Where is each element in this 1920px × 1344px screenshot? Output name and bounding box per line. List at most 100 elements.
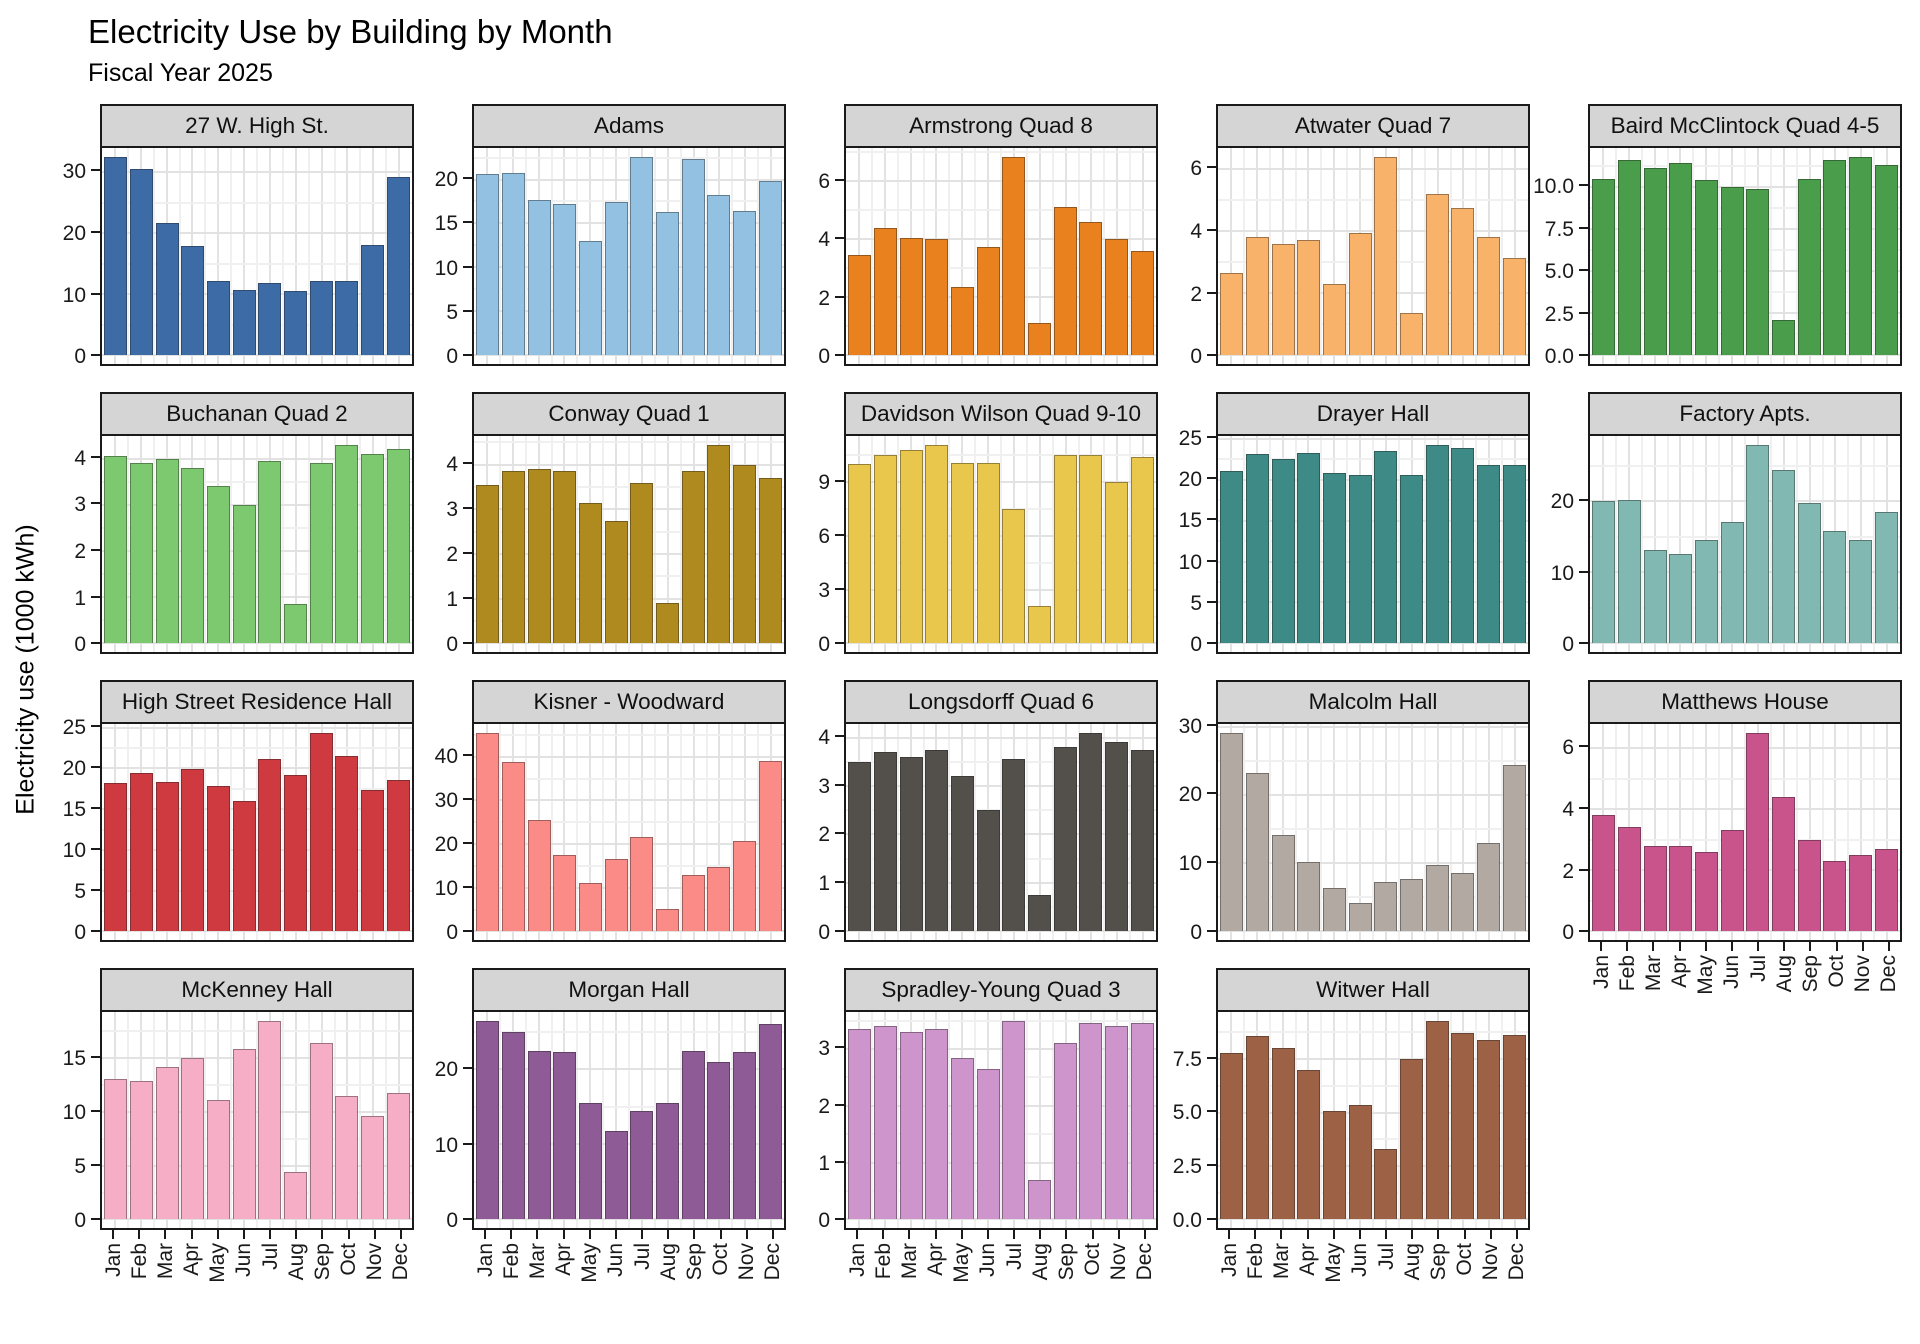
gridline-h-minor bbox=[1218, 581, 1528, 584]
x-tick-slot: Jul bbox=[257, 1230, 283, 1310]
bar-jul-atwater-quad-7 bbox=[1374, 156, 1398, 356]
gridline-v-minor bbox=[204, 436, 207, 652]
bar-jun-witwer-hall bbox=[1348, 1105, 1372, 1220]
facet-cell-buchanan-quad-2: Buchanan Quad 2 0 1 2 3 4 bbox=[50, 392, 422, 656]
x-tick-label: Jun bbox=[604, 1243, 628, 1277]
gridline-h-minor bbox=[474, 486, 784, 489]
x-tick-label: Mar bbox=[897, 1243, 921, 1280]
gridline-h-minor bbox=[1218, 458, 1528, 461]
gridline-h-major bbox=[102, 930, 412, 933]
x-tick-slot: Jul bbox=[1745, 942, 1771, 1022]
bar-apr-malcolm-hall bbox=[1297, 862, 1321, 932]
x-tick-label: Jan bbox=[101, 1243, 125, 1277]
y-tick-mark bbox=[1579, 269, 1588, 272]
gridline-h-minor bbox=[846, 267, 1156, 270]
x-tick-label: Sep bbox=[310, 1243, 334, 1281]
bar-may-armstrong-quad-8 bbox=[951, 287, 974, 356]
x-tick-label: Aug bbox=[284, 1243, 308, 1281]
y-tick-mark bbox=[1207, 354, 1216, 357]
gridline-v-minor bbox=[256, 148, 258, 364]
gridline-v-major bbox=[1705, 724, 1708, 940]
bar-aug-spradley-young-quad-3 bbox=[1028, 1179, 1051, 1220]
y-tick-mark bbox=[835, 479, 844, 482]
y-tick-label: 0 bbox=[74, 345, 86, 369]
gridline-v-major bbox=[589, 724, 592, 940]
gridline-v-minor bbox=[550, 724, 553, 940]
gridline-v-minor bbox=[333, 148, 336, 364]
gridline-v-minor bbox=[1397, 1012, 1400, 1228]
gridline-v-minor bbox=[204, 1012, 207, 1228]
x-tick-slot: Dec bbox=[760, 1230, 786, 1310]
gridline-v-minor bbox=[1025, 724, 1028, 940]
gridline-v-major bbox=[1410, 148, 1413, 364]
y-tick-label: 7.5 bbox=[1172, 1047, 1202, 1071]
gridline-h-major bbox=[102, 726, 412, 729]
gridline-h-major bbox=[474, 597, 784, 600]
x-tick-slot: Feb bbox=[1614, 942, 1640, 1022]
bars-kisner-woodward bbox=[475, 724, 783, 932]
y-tick-label: 3 bbox=[818, 1037, 830, 1061]
gridline-h-major bbox=[474, 843, 784, 846]
x-tick-slot: Feb bbox=[1242, 1230, 1268, 1310]
gridline-h-major bbox=[1218, 793, 1528, 796]
gridline-v-minor bbox=[1129, 148, 1132, 364]
facet-cell-spradley-young-quad-3: Spradley-Young Quad 3 0 1 2 3 Jan Feb Mar Apr May… bbox=[794, 968, 1166, 1283]
bar-mar-high-street-residence-hall bbox=[155, 782, 179, 932]
x-tick-slot: Jan bbox=[1216, 1230, 1242, 1310]
bar-feb-malcolm-hall bbox=[1246, 772, 1269, 932]
bars-malcolm-hall bbox=[1219, 724, 1527, 932]
gridline-v-minor bbox=[1372, 724, 1374, 940]
facet-cell-27-w-high-st: 27 W. High St. 0 10 20 30 bbox=[50, 104, 422, 369]
bar-jan-matthews-house bbox=[1592, 815, 1616, 932]
bar-jan-atwater-quad-7 bbox=[1220, 273, 1244, 356]
x-tick-mark bbox=[484, 1230, 487, 1239]
gridline-v-minor bbox=[679, 436, 682, 652]
x-tick-slot: Apr bbox=[179, 1230, 205, 1310]
y-tick-mark bbox=[835, 1046, 844, 1049]
x-tick-label: Jul bbox=[1002, 1243, 1026, 1270]
bar-oct-kisner-woodward bbox=[707, 867, 731, 932]
bar-nov-drayer-hall bbox=[1477, 465, 1500, 644]
gridline-v-minor bbox=[757, 148, 760, 364]
bar-oct-factory-apts bbox=[1823, 530, 1847, 644]
gridline-v-minor bbox=[1242, 1012, 1245, 1228]
gridline-v-major bbox=[961, 148, 964, 364]
facet-grid: 27 W. High St. 0 10 20 30 Adams 0 5 10 15 20 Armstr… bbox=[50, 104, 1910, 1314]
gridline-v-minor bbox=[922, 148, 925, 364]
gridline-v-minor bbox=[1614, 724, 1617, 940]
gridline-v-major bbox=[640, 724, 643, 940]
bars-factory-apts bbox=[1591, 436, 1899, 644]
facet-panel-armstrong-quad-8 bbox=[844, 146, 1158, 366]
gridline-v-minor bbox=[1718, 436, 1721, 652]
bar-oct-malcolm-hall bbox=[1451, 873, 1475, 932]
gridline-v-minor bbox=[679, 148, 682, 364]
gridline-h-major bbox=[1218, 1164, 1528, 1167]
gridline-h-minor bbox=[474, 441, 784, 444]
bar-aug-matthews-house bbox=[1772, 796, 1795, 932]
bar-nov-27-w-high-st bbox=[361, 245, 384, 356]
y-tick-label: 3 bbox=[446, 498, 458, 522]
y-tick-label: 3 bbox=[818, 579, 830, 603]
gridline-h-minor bbox=[474, 530, 784, 533]
gridline-h-major bbox=[102, 889, 412, 892]
x-tick-slot: Aug bbox=[1027, 1230, 1053, 1310]
gridline-h-major bbox=[846, 238, 1156, 241]
gridline-v-minor bbox=[1873, 436, 1876, 652]
bars-high-street-residence-hall bbox=[103, 724, 411, 932]
bar-oct-morgan-hall bbox=[707, 1061, 731, 1220]
gridline-h-major bbox=[846, 180, 1156, 183]
gridline-v-minor bbox=[602, 436, 605, 652]
bar-feb-atwater-quad-7 bbox=[1246, 237, 1269, 356]
x-tick-mark bbox=[719, 1230, 722, 1239]
x-tick-slot: Mar bbox=[1268, 1230, 1294, 1310]
gridline-v-minor bbox=[1103, 148, 1106, 364]
x-tick-label: May bbox=[1694, 955, 1718, 995]
gridline-h-major bbox=[102, 354, 412, 357]
y-tick-mark bbox=[91, 724, 100, 727]
gridline-v-minor bbox=[1475, 724, 1478, 940]
y-tick-label: 9 bbox=[818, 470, 830, 494]
gridline-v-minor bbox=[1051, 436, 1054, 652]
gridline-h-minor bbox=[474, 1030, 784, 1033]
bars-armstrong-quad-8 bbox=[847, 148, 1155, 356]
gridline-h-major bbox=[1218, 1111, 1528, 1114]
